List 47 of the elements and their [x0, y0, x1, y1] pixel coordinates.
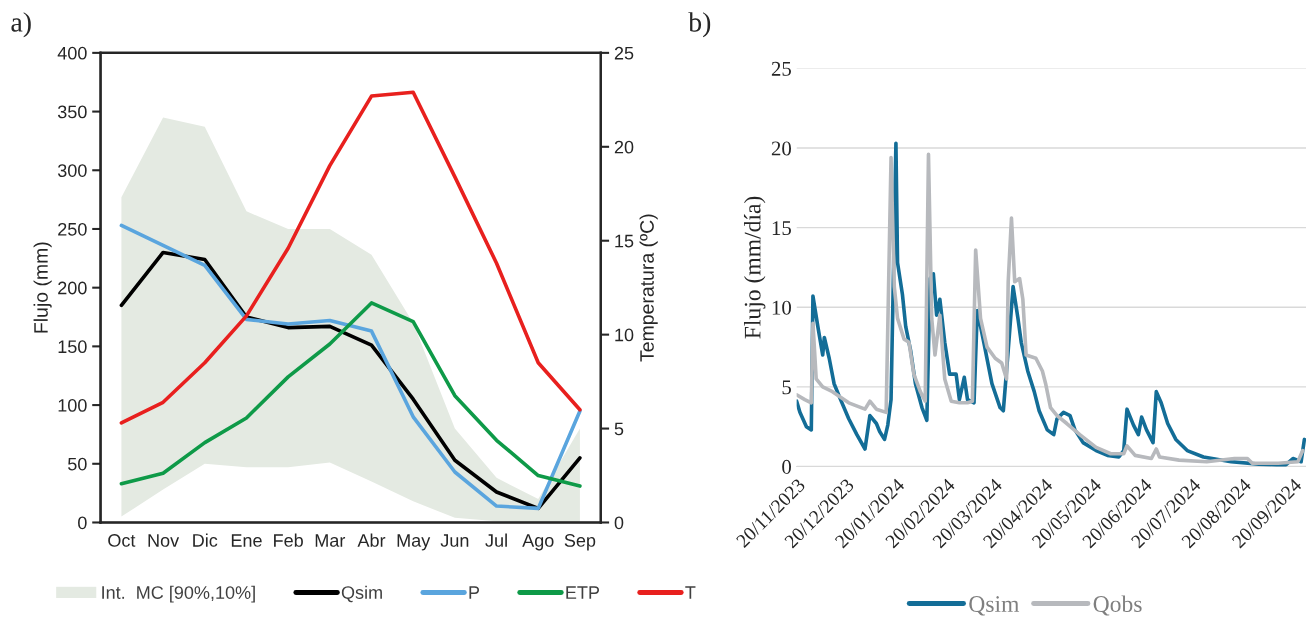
- x-tick-label: Jun: [440, 534, 469, 547]
- x-tick-label: Abr: [357, 533, 386, 547]
- x-tick-label: Jul: [485, 533, 507, 547]
- legend-label: Qobs: [1093, 595, 1142, 616]
- y-tick-label: 25: [771, 61, 791, 76]
- y-tick-label: 50: [68, 457, 87, 471]
- y-tick-label: 0: [78, 516, 87, 530]
- legend-label: Qsim: [341, 585, 382, 603]
- y2-tick-label: 10: [615, 328, 634, 342]
- y2-tick-label: 0: [614, 516, 624, 530]
- legend-label: ETP: [566, 586, 600, 599]
- y2-tick-label: 5: [614, 422, 624, 436]
- x-tick-label: Mar: [315, 534, 346, 547]
- y2-tick-label: 20: [614, 140, 634, 154]
- y-tick-label: 100: [58, 399, 87, 412]
- y-tick-label: 150: [58, 340, 87, 354]
- y-tick-label: 5: [782, 380, 791, 395]
- line-series: [119, 301, 582, 488]
- y2-axis-title: Temperatura (ºC): [639, 214, 658, 362]
- y2-tick-label: 25: [614, 46, 634, 60]
- legend-label: T: [685, 586, 696, 599]
- y-tick-label: 250: [58, 222, 87, 236]
- y-tick-label: 20: [771, 141, 791, 156]
- y-tick-label: 15: [772, 221, 791, 236]
- y2-tick-label: 15: [615, 234, 634, 248]
- x-tick-label: Feb: [274, 533, 303, 547]
- y-axis-title: Flujo (mm): [33, 242, 52, 333]
- x-tick-label: May: [397, 534, 431, 551]
- legend-label: Int. MC [90%,10%]: [102, 585, 255, 603]
- y-axis-title: Flujo (mm/día): [743, 196, 766, 339]
- x-tick-label: Ago: [522, 534, 554, 551]
- legend-label: P: [469, 586, 480, 599]
- y-tick-label: 300: [57, 164, 87, 177]
- y-tick-label: 10: [772, 300, 791, 315]
- y-tick-label: 0: [782, 459, 791, 474]
- x-tick-label: Ene: [231, 534, 262, 547]
- x-tick-label: Nov: [148, 534, 180, 547]
- x-tick-label: Sep: [564, 534, 596, 551]
- x-tick-label: Oct: [108, 534, 136, 547]
- x-tick-label: Dic: [193, 533, 218, 547]
- legend-label: Qsim: [969, 596, 1020, 616]
- line-series: [119, 90, 582, 425]
- y-tick-label: 400: [57, 46, 87, 60]
- chart-title: b): [688, 12, 711, 38]
- chart-title: a): [11, 12, 31, 38]
- y-tick-label: 350: [57, 105, 87, 119]
- y-tick-label: 200: [58, 281, 87, 295]
